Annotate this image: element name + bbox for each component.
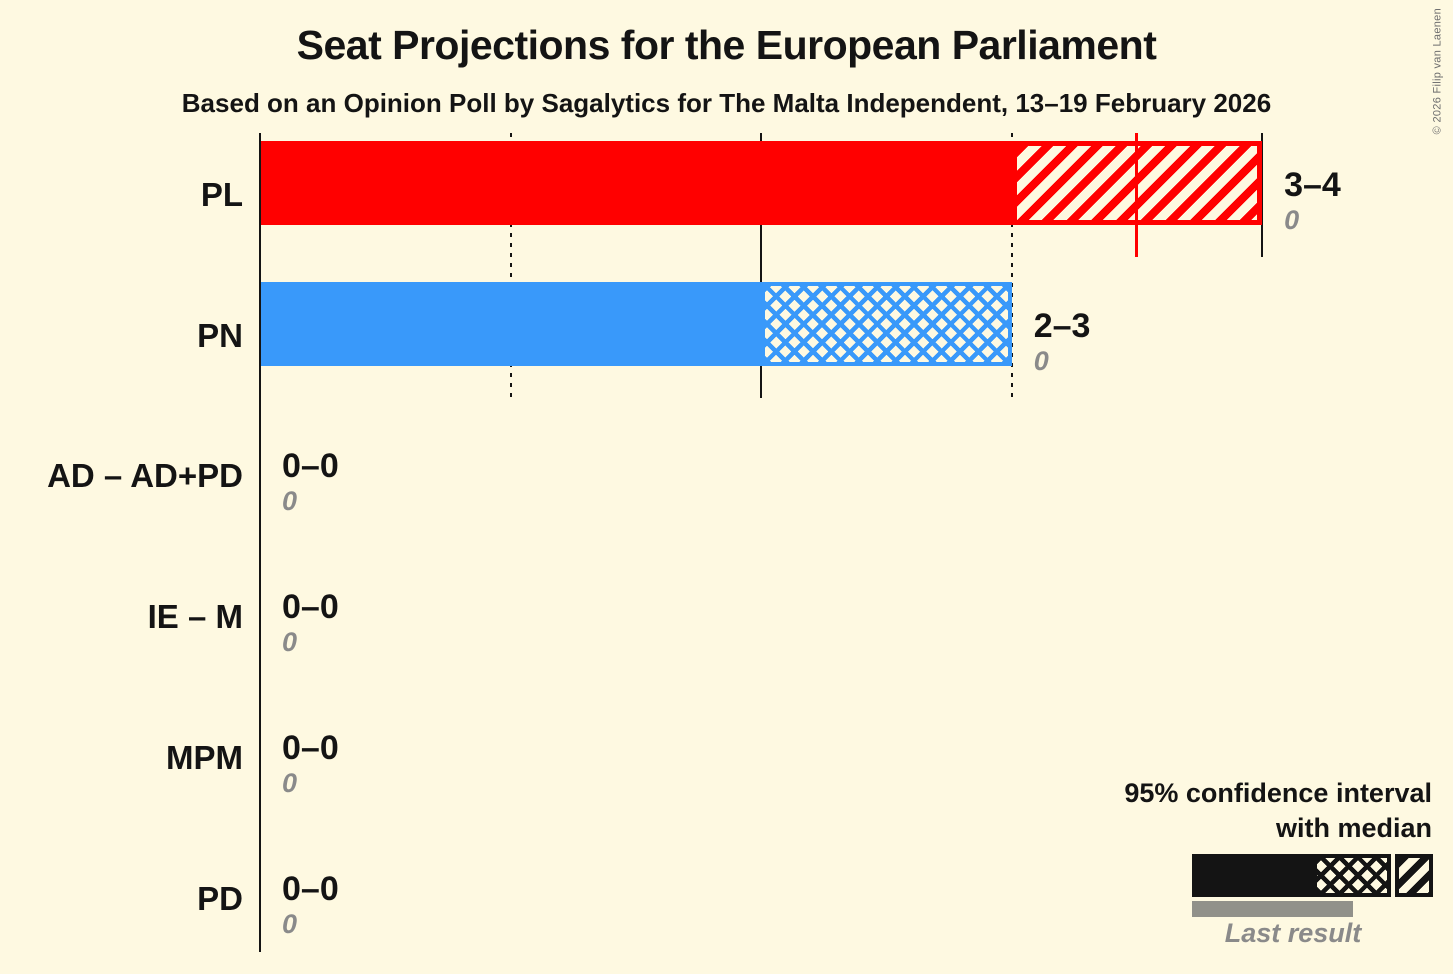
last-result-label: 0	[282, 627, 298, 658]
y-axis-line	[259, 133, 261, 952]
legend-last-result-bar	[1192, 901, 1353, 917]
gridline-seat-2	[760, 133, 763, 398]
party-label: PN	[197, 316, 243, 354]
copyright-text: © 2026 Filip van Laenen	[1431, 8, 1443, 135]
gridline-seat-1	[509, 133, 512, 398]
gridline-seat-4	[1261, 133, 1264, 257]
bar-solid-pn	[260, 281, 762, 366]
ci-label: 0–0	[282, 588, 339, 627]
ci-label: 3–4	[1284, 166, 1341, 204]
legend-diagonal-segment	[1395, 854, 1433, 897]
bar-solid-pl	[260, 141, 1012, 225]
page-subtitle: Based on an Opinion Poll by Sagalytics f…	[181, 88, 1272, 118]
ci-label: 2–3	[1033, 306, 1091, 345]
last-result-label: 0	[282, 767, 298, 798]
legend-ci-line1: 95% confidence interval	[1124, 778, 1432, 808]
ci-label: 0–0	[282, 447, 339, 486]
party-label: MPM	[166, 738, 243, 776]
bar-hatch-pn	[761, 281, 1012, 366]
last-result-label: 0	[1284, 205, 1300, 235]
legend-sample-bar	[1192, 854, 1433, 897]
last-result-label: 0	[1033, 345, 1049, 376]
party-label: AD – AD+PD	[47, 457, 243, 495]
page-title: Seat Projections for the European Parlia…	[296, 22, 1157, 68]
legend-last-result-label: Last result	[1224, 918, 1362, 948]
legend-crosshatch-segment	[1313, 854, 1391, 897]
median-line-pl	[1135, 133, 1139, 257]
legend-ci-line2: with median	[1275, 813, 1432, 843]
legend-solid-segment	[1192, 854, 1313, 897]
last-result-label: 0	[282, 486, 298, 517]
gridline-seat-3	[1010, 133, 1013, 398]
ci-label: 0–0	[282, 728, 339, 767]
party-label: IE – M	[147, 598, 243, 636]
ci-label: 0–0	[282, 869, 339, 908]
last-result-label: 0	[282, 908, 298, 939]
party-label: PL	[200, 176, 243, 213]
party-label: PD	[197, 879, 243, 917]
